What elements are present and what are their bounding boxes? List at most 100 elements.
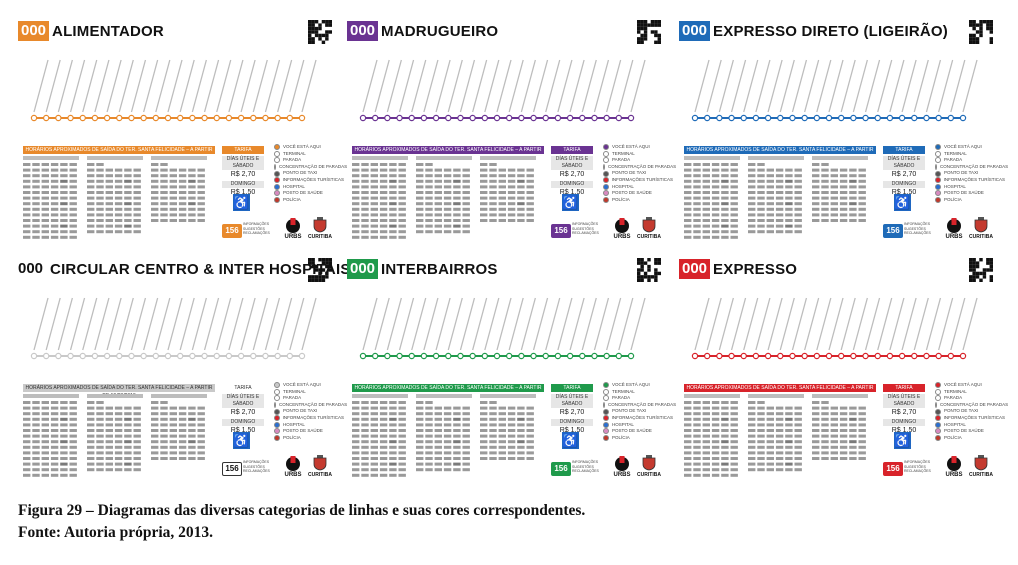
stop-marker — [116, 352, 123, 360]
schedule-time-cell — [124, 462, 132, 466]
schedule-time-cell — [398, 191, 406, 194]
stop-marker — [30, 114, 38, 122]
schedule-column-header — [352, 156, 408, 160]
schedule-time-cell — [60, 224, 68, 228]
schedule-time-cell — [389, 202, 397, 206]
schedule-time-cell — [361, 462, 369, 466]
schedule-time-cell — [361, 230, 369, 234]
schedule-time-cell — [96, 163, 104, 166]
phone-156-description: INFORMAÇÕES SUGESTÕES RECLAMAÇÕES — [243, 460, 270, 473]
stop-name-label — [630, 297, 646, 351]
schedule-time-cell — [812, 406, 820, 410]
stop-marker — [911, 352, 918, 360]
schedule-time-cell — [498, 213, 506, 217]
schedule-time-cell — [197, 191, 205, 194]
stop-name-label — [730, 297, 747, 351]
schedule-time-cell — [693, 412, 701, 416]
line-number-badge: 000 — [347, 259, 379, 279]
schedule-time-cell — [133, 451, 141, 455]
schedule-time-cell — [398, 196, 406, 200]
stop-name-label — [484, 297, 500, 351]
fare-period: DÍAS ÚTEIS E SÁBADO — [551, 394, 593, 408]
schedule-time-cell — [794, 174, 802, 178]
schedule-time-cell — [352, 440, 360, 444]
schedule-time-cell — [489, 423, 497, 427]
schedule-column-header — [416, 156, 472, 160]
schedule-time-cell — [50, 445, 59, 449]
stop-marker — [164, 114, 172, 122]
schedule-time-cell — [730, 473, 738, 477]
schedule-time-cell — [517, 440, 525, 444]
schedule-time-cell — [32, 235, 40, 239]
schedule-time-cell — [748, 202, 756, 206]
schedule-time-cell — [50, 468, 59, 472]
schedule-time-cell — [748, 168, 756, 172]
schedule-time-cell — [23, 219, 31, 222]
schedule-time-cell — [425, 174, 433, 178]
legend-label: HOSPITAL — [944, 421, 966, 427]
schedule-time-cell — [87, 462, 95, 466]
schedule-time-cell — [821, 412, 829, 416]
schedule-time-cell — [197, 406, 205, 410]
schedule-time-cell — [702, 168, 710, 172]
schedule-time-cell — [425, 423, 433, 427]
schedule-time-cell — [730, 434, 738, 438]
stop-marker — [481, 352, 489, 360]
schedule-time-cell — [370, 423, 378, 427]
schedule-time-cell — [812, 219, 820, 222]
fare-title: TARIFA — [222, 384, 264, 392]
legend-item: VOCÊ ESTÁ AQUI — [603, 144, 673, 151]
schedule-time-cell — [169, 202, 177, 206]
schedule-time-cell — [398, 224, 406, 228]
legend-symbol-icon — [274, 150, 280, 157]
schedule-time-cell — [785, 196, 793, 200]
schedule-time-cell — [41, 168, 49, 172]
schedule-time-cell — [462, 462, 470, 466]
schedule-time-cell — [178, 423, 187, 427]
schedule-time-cell — [188, 207, 196, 211]
schedule-time-cell — [41, 445, 49, 449]
stop-name-label — [962, 297, 978, 351]
schedule-time-cell — [352, 451, 360, 455]
schedule-time-cell — [711, 224, 720, 228]
legend-symbol-icon — [935, 388, 941, 395]
schedule-time-cell — [721, 423, 729, 427]
schedule-time-cell — [453, 213, 461, 217]
schedule-time-cell — [124, 434, 132, 438]
map-legend: VOCÊ ESTÁ AQUI TERMINAL PARADA CONCENTRAÇÃO… — [603, 382, 676, 442]
schedule-time-cell — [711, 468, 720, 472]
stop-marker — [201, 114, 208, 122]
schedule-time-cell — [87, 429, 95, 432]
schedule-time-cell — [730, 196, 738, 200]
schedule-time-cell — [821, 445, 829, 449]
stop-marker — [201, 352, 208, 360]
schedule-time-cell — [757, 445, 765, 449]
schedule-time-cell — [693, 219, 701, 222]
schedule-time-cell — [693, 174, 701, 178]
schedule-time-cell — [114, 185, 123, 189]
stop-marker — [703, 114, 711, 122]
schedule-time-cell — [60, 196, 68, 200]
schedule-title-bar: HORÁRIOS APROXIMADOS DE SAÍDA DO TER. SA… — [352, 146, 544, 161]
schedule-time-cell — [151, 179, 159, 183]
schedule-time-cell — [105, 462, 113, 466]
schedule-time-cell — [379, 445, 388, 449]
stop-marker — [493, 114, 501, 122]
legend-symbol-icon — [274, 177, 280, 184]
stop-marker — [530, 114, 537, 122]
schedule-time-cell — [379, 462, 388, 466]
schedule-time-cell — [785, 207, 793, 211]
schedule-time-cell — [702, 191, 710, 194]
fare-value: R$ 1,50 — [230, 189, 256, 196]
stop-marker — [911, 114, 918, 122]
stop-name-label — [374, 297, 390, 351]
schedule-time-cell — [69, 196, 77, 200]
phone-156-description: INFORMAÇÕES SUGESTÕES RECLAMAÇÕES — [243, 222, 270, 235]
schedule-time-cell — [684, 423, 692, 427]
schedule-time-cell — [69, 401, 77, 404]
schedule-time-cell — [748, 179, 756, 183]
schedule-time-cell — [507, 457, 516, 460]
schedule-time-cell — [60, 434, 68, 438]
schedule-time-cell — [498, 168, 506, 172]
curitiba-crest-icon — [974, 217, 988, 233]
